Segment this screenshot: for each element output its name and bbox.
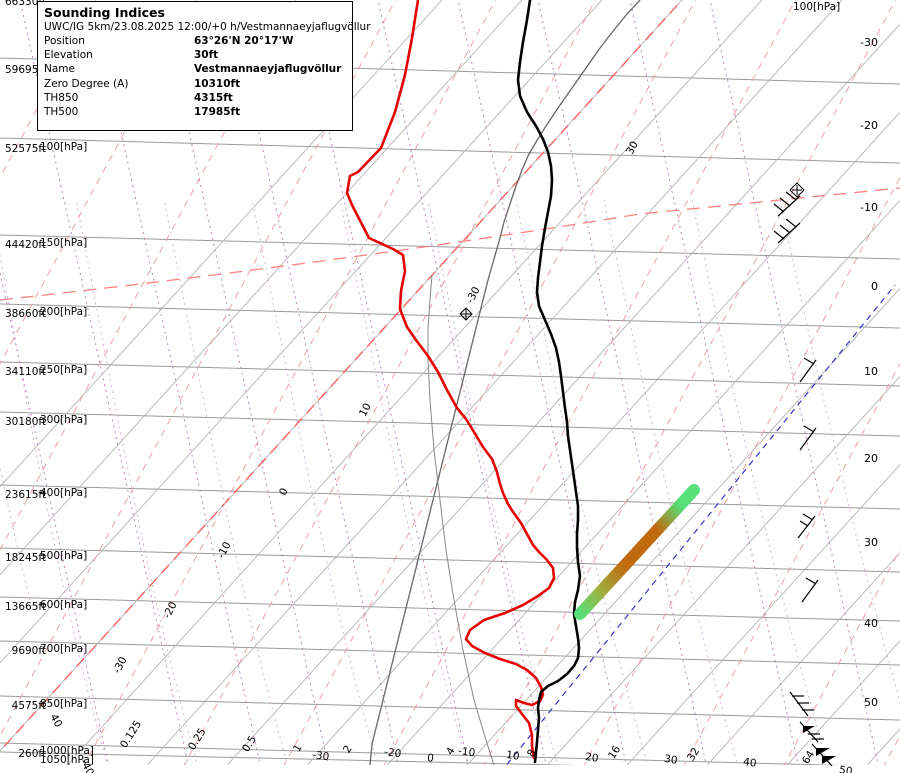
info-row-position: Position 63°26'N 20°17'W (44, 34, 348, 48)
info-value: 30ft (194, 49, 219, 62)
pressure-tick-label: 200[hPa] (40, 306, 88, 318)
pressure-tick-label: 150[hPa] (40, 237, 88, 249)
temperature-right-tick-label: -10 (860, 201, 878, 214)
temperature-right-tick-label: 10 (864, 365, 878, 378)
altitude-tick-label: 13665ft (4, 601, 46, 613)
wind-barb (811, 743, 836, 767)
dewpoint-curve (345, 0, 556, 760)
info-row-th850: TH850 4315ft (44, 91, 348, 105)
pressure-tick-label: 500[hPa] (40, 550, 88, 562)
pressure-tick-label: 1050[hPa] (40, 754, 94, 766)
pressure-tick-label: 250[hPa] (40, 364, 88, 376)
altitude-tick-label: 59695ft (4, 64, 46, 76)
altitude-tick-label: 44420ft (4, 239, 46, 251)
altitude-tick-label: 9690ft (11, 645, 46, 657)
altitude-tick-label: 66330ft (4, 0, 46, 8)
zero-isotherm (0, 0, 683, 753)
wind-barb (799, 357, 817, 383)
level-marker-icon-2 (459, 307, 473, 321)
temperature-curve (516, 0, 582, 764)
info-key: TH500 (44, 106, 79, 119)
temperature-right-tick-label: -30 (860, 36, 878, 49)
info-key: Name (44, 63, 75, 76)
temperature-right-tick-label: -20 (860, 119, 878, 132)
info-value: Vestmannaeyjaflugvöllur (194, 63, 342, 76)
pressure-tick-label-top-right: 100[hPa] (793, 1, 841, 13)
parcel-curve (369, 0, 641, 766)
temperature-right-tick-label: 40 (864, 617, 878, 630)
temperature-bottom-tick-label: 50 (838, 764, 854, 773)
info-value: 4315ft (194, 91, 233, 104)
pressure-tick-label: 850[hPa] (40, 698, 88, 710)
level-marker-icon (789, 182, 805, 198)
altitude-tick-label: 260ft (18, 748, 46, 760)
temperature-bottom-tick-label: 30 (663, 753, 679, 767)
cape-shear-band (574, 484, 700, 620)
wind-barb (789, 691, 814, 717)
wind-barb (801, 577, 819, 603)
saturated-adiabat-lines (0, 199, 900, 765)
altitude-tick-label: 23615ft (4, 489, 46, 501)
pressure-tick-label: 600[hPa] (40, 599, 88, 611)
info-key: TH850 (44, 91, 79, 104)
freezing-level-line (505, 284, 896, 765)
wind-barbs (773, 191, 836, 767)
isobar-lines (0, 57, 900, 765)
altitude-tick-label: 52575ft (4, 143, 46, 155)
altitude-tick-label: 30180ft (4, 416, 46, 428)
pressure-tick-label: 100[hPa] (40, 141, 88, 153)
pressure-tick-label: 300[hPa] (40, 414, 88, 426)
panel-subtitle: UWC/IG 5km/23.08.2025 12:00/+0 h/Vestman… (44, 21, 371, 33)
altitude-tick-label: 18245ft (4, 552, 46, 564)
parcel-stub (427, 274, 495, 766)
wind-barb (773, 218, 801, 244)
info-row-th500: TH500 17985ft (44, 105, 348, 119)
temperature-bottom-tick-label: -30 (311, 749, 330, 764)
altitude-tick-label: 38660ft (4, 308, 46, 320)
highlighted-dry-adiabat (0, 187, 900, 301)
temperature-right-tick-label: 50 (864, 696, 878, 709)
info-row-elevation: Elevation 30ft (44, 48, 348, 62)
pressure-tick-label: 700[hPa] (40, 643, 88, 655)
wind-barb (773, 191, 801, 217)
temperature-bottom-tick-label: 20 (584, 751, 600, 765)
temperature-bottom-tick-label: -20 (383, 746, 402, 761)
info-value: 10310ft (194, 77, 241, 90)
pressure-tick-label: 1000[hPa] (40, 745, 94, 757)
wind-barb (799, 721, 824, 743)
temperature-right-tick-label: 0 (871, 280, 878, 293)
temperature-right-tick-label: 30 (864, 536, 878, 549)
info-row-zero-degree: Zero Degree (A) 10310ft (44, 77, 348, 91)
altitude-tick-label: 34110ft (4, 366, 46, 378)
info-key: Zero Degree (A) (44, 77, 129, 90)
wind-barb (797, 513, 816, 539)
panel-title: Sounding Indices (44, 5, 165, 20)
info-value: 63°26'N 20°17'W (194, 35, 294, 47)
pressure-tick-label: 400[hPa] (40, 487, 88, 499)
temperature-right-tick-label: 20 (864, 452, 878, 465)
temperature-bottom-tick-label: 40 (742, 756, 758, 770)
info-value: 17985ft (194, 106, 241, 119)
info-row-name: Name Vestmannaeyjaflugvöllur (44, 62, 348, 76)
info-key: Position (44, 35, 85, 47)
sounding-indices-panel: Sounding Indices UWC/IG 5km/23.08.2025 1… (37, 1, 371, 131)
altitude-tick-label: 4575ft (11, 700, 46, 712)
temperature-bottom-tick-label: 10 (505, 749, 521, 763)
info-key: Elevation (44, 49, 93, 62)
temperature-bottom-tick-label: -10 (457, 745, 476, 760)
wind-barb (799, 425, 817, 451)
